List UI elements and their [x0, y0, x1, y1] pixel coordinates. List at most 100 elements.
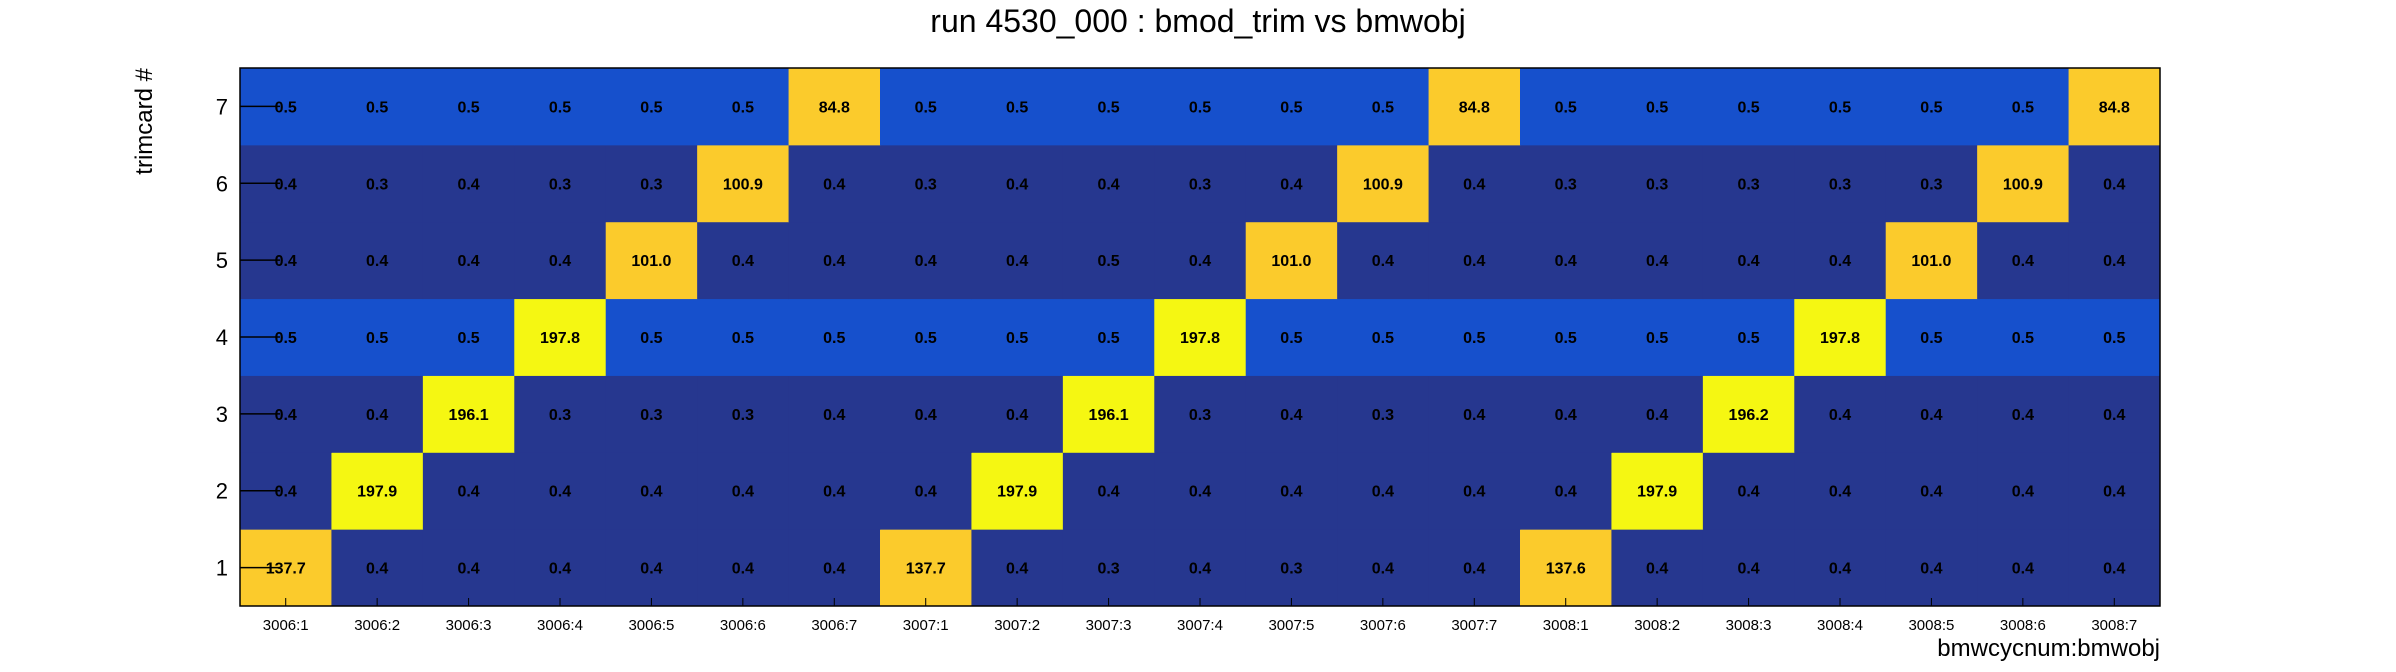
- x-axis-ticks: 3006:1 3006:2 3006:3 3006:4 3006:5 3006:6 3006…: [263, 598, 2137, 634]
- heatmap-cell: [1794, 221, 1887, 300]
- cell-value-label: 0.4: [2012, 253, 2034, 270]
- heatmap-cell: [1337, 144, 1430, 223]
- cell-value-label: 0.4: [1555, 407, 1577, 424]
- cell-value-label: 0.4: [915, 407, 937, 424]
- heatmap-cell: [1154, 221, 1247, 300]
- cell-value-label: 0.5: [915, 99, 937, 116]
- cell-value-label: 0.3: [1372, 407, 1394, 424]
- cell-value-label: 0.4: [457, 176, 479, 193]
- heatmap-cell: [605, 221, 698, 300]
- heatmap-cell: [422, 68, 515, 146]
- cell-value-label: 0.5: [549, 99, 571, 116]
- heatmap-cell: [422, 298, 515, 376]
- heatmap-cell: [514, 375, 607, 453]
- heatmap-cell: [1337, 529, 1430, 607]
- heatmap-cell: [697, 221, 790, 300]
- y-tick-label: 2: [216, 479, 228, 504]
- heatmap-cell: [605, 375, 698, 453]
- cell-value-label: 0.3: [1555, 176, 1577, 193]
- heatmap-cell: [1062, 298, 1155, 376]
- y-tick-label: 7: [216, 94, 228, 119]
- heatmap-cell: [1885, 452, 1978, 530]
- cell-value-label: 0.5: [732, 99, 754, 116]
- heatmap-cell: [331, 375, 424, 453]
- heatmap-cell: [1977, 144, 2070, 223]
- cell-value-label: 0.5: [1920, 99, 1942, 116]
- heatmap-cell: [1428, 68, 1521, 146]
- x-tick-label: 3008:4: [1817, 617, 1863, 634]
- x-tick-label: 3007:2: [994, 617, 1040, 634]
- cell-value-label: 197.8: [1180, 330, 1220, 347]
- x-tick-label: 3008:7: [2091, 617, 2137, 634]
- heatmap-cell: [1611, 221, 1704, 300]
- cell-value-label: 0.4: [457, 484, 479, 501]
- cell-value-label: 100.9: [723, 176, 763, 193]
- cell-value-label: 196.1: [1089, 407, 1129, 424]
- cell-value-label: 0.4: [1920, 484, 1942, 501]
- heatmap-cell: [1337, 375, 1430, 453]
- cell-value-label: 0.4: [2103, 484, 2125, 501]
- cell-value-label: 0.4: [1737, 561, 1759, 578]
- cell-value-label: 0.4: [1920, 561, 1942, 578]
- cell-value-label: 84.8: [1459, 99, 1490, 116]
- heatmap-cell: [788, 529, 881, 607]
- heatmap-cell: [605, 452, 698, 530]
- cell-value-label: 0.5: [1372, 330, 1394, 347]
- cell-value-label: 0.4: [549, 561, 571, 578]
- cell-value-label: 196.1: [449, 407, 489, 424]
- heatmap-cell: [1977, 375, 2070, 453]
- cell-value-label: 0.4: [549, 253, 571, 270]
- cell-value-label: 0.4: [366, 561, 388, 578]
- heatmap-cell: [1245, 68, 1338, 146]
- cell-value-label: 0.3: [1280, 561, 1302, 578]
- heatmap-cell: [1154, 144, 1247, 223]
- cell-value-label: 0.5: [640, 330, 662, 347]
- heatmap-cell: [422, 529, 515, 607]
- heatmap-cell: [1062, 144, 1155, 223]
- heatmap-cell: [1428, 298, 1521, 376]
- heatmap-cell: [1885, 68, 1978, 146]
- heatmap-cell: [1702, 68, 1795, 146]
- cell-value-label: 0.4: [1006, 407, 1028, 424]
- cell-value-label: 0.5: [2012, 99, 2034, 116]
- heatmap-cell: [880, 452, 972, 530]
- cell-value-label: 0.3: [732, 407, 754, 424]
- heatmap-cell: [1428, 375, 1521, 453]
- heatmap-cell: [1428, 452, 1521, 530]
- x-tick-label: 3007:7: [1451, 617, 1497, 634]
- x-tick-label: 3007:5: [1268, 617, 1314, 634]
- cell-value-label: 0.4: [823, 561, 845, 578]
- cell-value-label: 0.4: [1463, 407, 1485, 424]
- x-tick-label: 3008:2: [1634, 617, 1680, 634]
- cell-value-label: 0.4: [1646, 253, 1668, 270]
- heatmap-cell: [788, 144, 881, 223]
- cell-value-label: 101.0: [631, 253, 671, 270]
- cell-value-label: 101.0: [1911, 253, 1951, 270]
- heatmap-cell: [1702, 144, 1795, 223]
- heatmap-cell: [697, 529, 790, 607]
- cell-value-label: 0.4: [2012, 561, 2034, 578]
- heatmap-cell: [605, 144, 698, 223]
- cell-value-label: 100.9: [2003, 176, 2043, 193]
- heatmap-cell: [880, 375, 972, 453]
- cell-value-label: 0.4: [1097, 484, 1119, 501]
- cell-value-label: 0.3: [549, 176, 571, 193]
- heatmap-cell: [971, 375, 1064, 453]
- heatmap-cell: [1611, 144, 1704, 223]
- heatmap-cell: [1154, 529, 1247, 607]
- cell-value-label: 0.4: [1189, 484, 1211, 501]
- heatmap-cell: [880, 529, 972, 607]
- heatmap-cell: [1154, 452, 1247, 530]
- heatmap-cell: [1520, 298, 1612, 376]
- y-tick-label: 1: [216, 556, 228, 581]
- heatmap-cell: [2068, 221, 2161, 300]
- heatmap-cell: [2068, 375, 2161, 453]
- heatmap-cell: [331, 221, 424, 300]
- heatmap-cell: [1337, 452, 1430, 530]
- x-tick-label: 3007:6: [1360, 617, 1406, 634]
- heatmap-cell: [605, 298, 698, 376]
- heatmap-cell: [788, 375, 881, 453]
- cell-value-label: 0.4: [2103, 407, 2125, 424]
- cell-value-label: 0.4: [1829, 561, 1851, 578]
- heatmap-cell: [1885, 298, 1978, 376]
